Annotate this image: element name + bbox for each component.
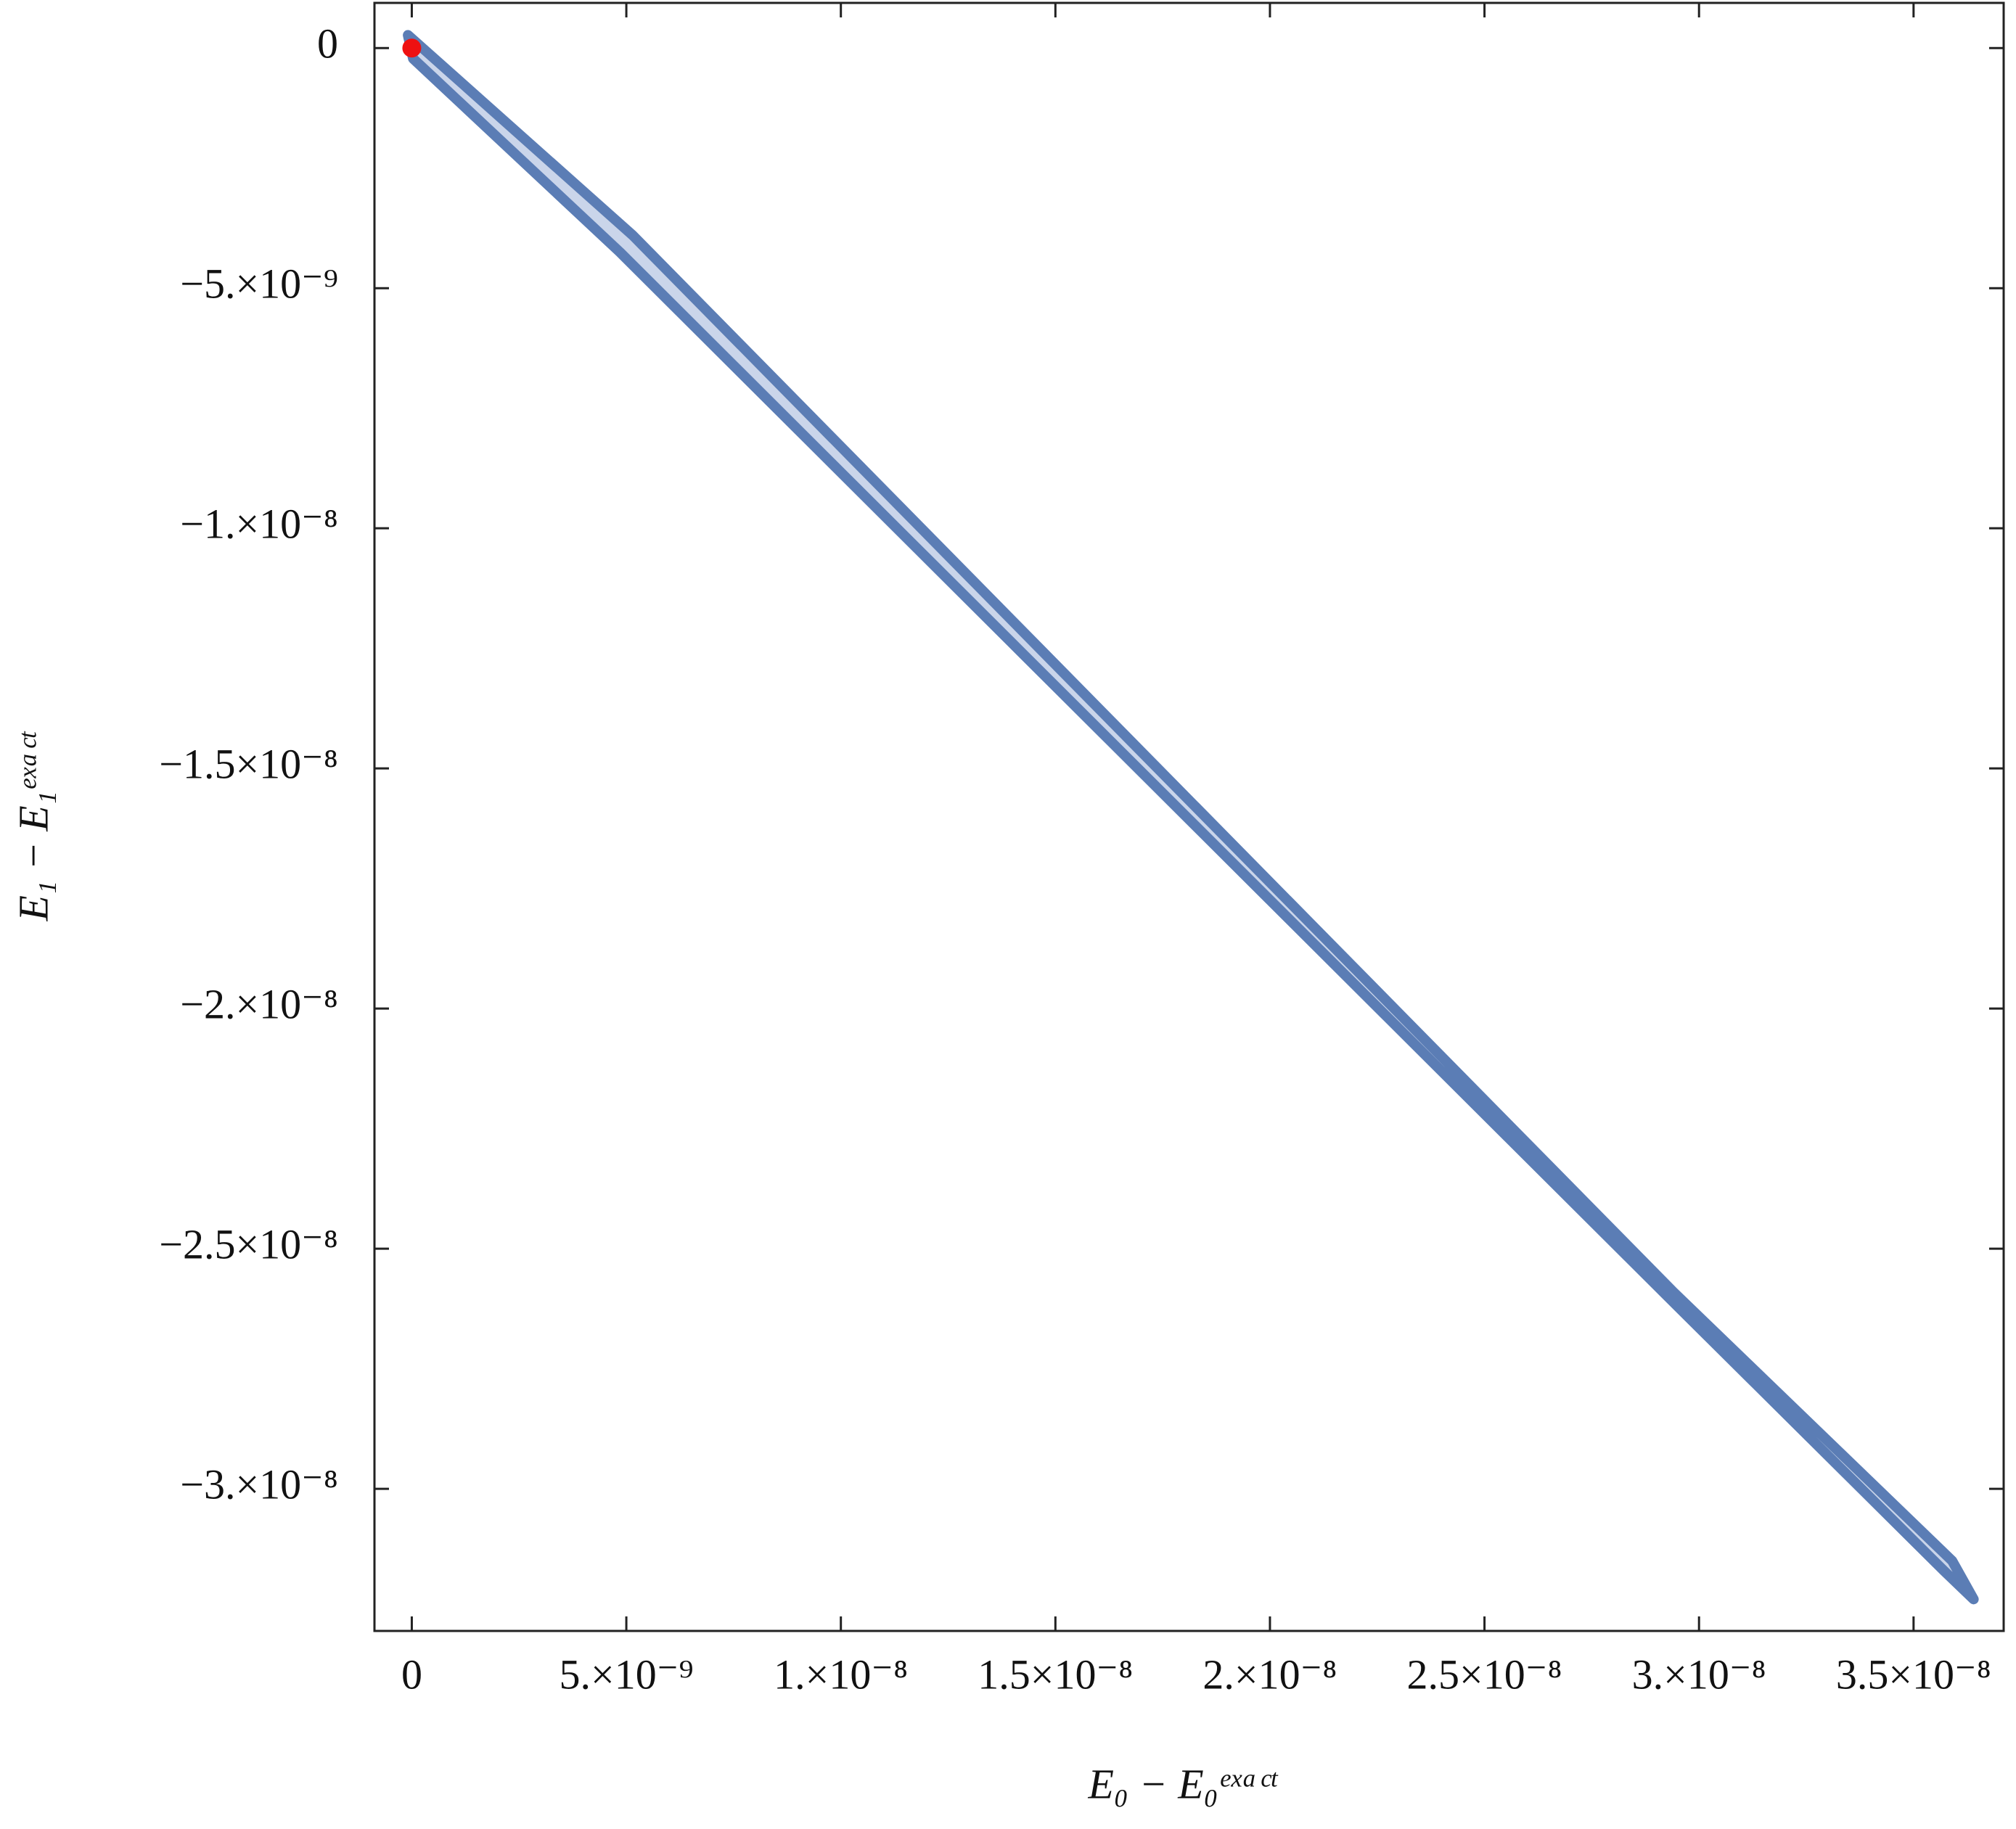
y-tick-label: 0 [317,20,338,67]
x-tick-label: 3.5×10⁻⁸ [1836,1651,1991,1698]
y-tick-label: −2.5×10⁻⁸ [159,1220,338,1267]
y-axis-label: E₁ − E₁ᵉˣᵃᶜᵗ [9,731,57,921]
plot-frame [373,1,2005,1632]
x-tick-label: 2.×10⁻⁸ [1202,1651,1337,1698]
x-axis-label: E₀ − E₀ᵉˣᵃᶜᵗ [1088,1760,1279,1807]
x-tick-label: 1.5×10⁻⁸ [978,1651,1133,1698]
region [403,30,1979,1605]
point [402,38,422,58]
y-tick-label: −5.×10⁻⁹ [180,260,338,308]
y-tick-label: −2.×10⁻⁸ [180,980,338,1027]
x-tick-label: 1.×10⁻⁸ [774,1651,908,1698]
x-tick-label: 3.×10⁻⁸ [1632,1651,1766,1698]
x-tick-label: 2.5×10⁻⁸ [1407,1651,1562,1698]
y-tick-label: −1.×10⁻⁸ [180,500,338,547]
y-tick-label: −3.×10⁻⁸ [180,1460,338,1508]
x-tick-label: 0 [401,1651,422,1698]
y-tick-label: −1.5×10⁻⁸ [159,740,338,787]
x-tick-label: 5.×10⁻⁹ [560,1651,694,1698]
